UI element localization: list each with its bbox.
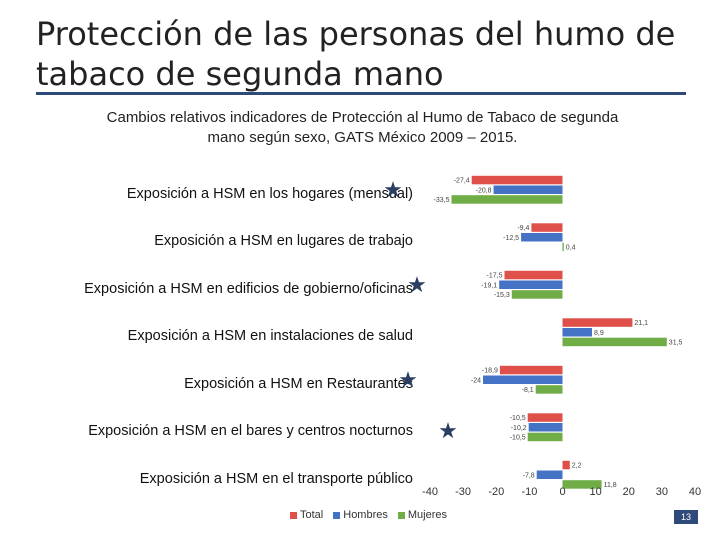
- data-label: 2,2: [572, 463, 582, 470]
- x-tick-label: 30: [656, 486, 668, 498]
- x-tick-label: 10: [589, 486, 601, 498]
- data-label: -20,8: [476, 187, 492, 194]
- star-icon: ★: [438, 418, 458, 444]
- x-tick-label: -40: [422, 486, 438, 498]
- chart-title: Cambios relativos indicadores de Protecc…: [106, 109, 619, 146]
- legend-label-total: Total: [300, 509, 324, 521]
- x-tick-label: 40: [689, 486, 701, 498]
- data-label: -8,1: [522, 387, 534, 394]
- x-tick-label: -20: [488, 486, 504, 498]
- bar-hombres-2: [499, 280, 563, 289]
- data-label: 31,5: [669, 339, 683, 346]
- data-label: -24: [471, 377, 481, 384]
- category-label: Exposición a HSM en instalaciones de sal…: [127, 328, 413, 345]
- page-number: 13: [674, 510, 698, 524]
- bar-hombres-0: [493, 185, 563, 194]
- bar-hombres-3: [562, 328, 592, 337]
- data-label: -7,8: [523, 472, 535, 479]
- bar-mujeres-4: [535, 385, 563, 394]
- legend-swatch-hombres: [333, 511, 341, 519]
- bar-mujeres-2: [511, 290, 563, 299]
- bar-mujeres-5: [527, 432, 563, 442]
- data-label: -10,5: [510, 434, 526, 441]
- legend-item-mujeres: Mujeres: [397, 509, 447, 521]
- bar-total-5: [527, 413, 563, 422]
- bar-mujeres-0: [451, 195, 563, 204]
- bar-mujeres-1: [562, 242, 564, 252]
- x-tick-label: 0: [559, 486, 565, 498]
- bar-mujeres-6: [562, 480, 602, 489]
- bar-hombres-4: [483, 375, 563, 384]
- category-label: Exposición a HSM en edificios de gobiern…: [84, 280, 413, 297]
- legend-label-mujeres: Mujeres: [407, 509, 447, 521]
- bar-total-1: [531, 223, 563, 232]
- bar-total-2: [504, 270, 563, 280]
- bar-total-3: [562, 318, 633, 327]
- data-label: 8,9: [594, 330, 604, 337]
- data-label: -17,5: [487, 273, 503, 280]
- data-label: -10,2: [511, 425, 527, 432]
- category-label: Exposición a HSM en los hogares (mensual…: [126, 185, 413, 202]
- legend: Total Hombres Mujeres: [290, 509, 447, 521]
- bar-hombres-1: [521, 233, 563, 242]
- bar-total-4: [499, 365, 563, 375]
- data-label: -33,5: [434, 197, 450, 204]
- data-label: -18,9: [482, 368, 498, 375]
- bar-hombres-6: [536, 470, 563, 479]
- data-label: -19,1: [481, 282, 497, 289]
- category-label: Exposición a HSM en lugares de trabajo: [154, 233, 413, 250]
- data-label: -27,4: [454, 178, 470, 185]
- data-label: 0,4: [566, 245, 576, 252]
- x-tick-label: 20: [623, 486, 635, 498]
- data-label: 11,8: [604, 482, 617, 489]
- legend-item-total: Total: [290, 509, 323, 521]
- data-label: -9,4: [517, 225, 529, 232]
- bar-mujeres-3: [562, 337, 667, 347]
- category-label: Exposición a HSM en el transporte públic…: [139, 470, 413, 487]
- bar-total-0: [471, 175, 563, 185]
- legend-item-hombres: Hombres: [333, 509, 388, 521]
- category-label: Exposición a HSM en Restaurantes: [184, 375, 413, 392]
- x-tick-label: -30: [455, 486, 471, 498]
- bar-total-6: [562, 460, 570, 470]
- data-label: -12,5: [503, 235, 519, 242]
- x-tick-label: -10: [521, 486, 537, 498]
- title-underline: [36, 92, 686, 95]
- slide-title: Protección de las personas del humo de t…: [36, 15, 676, 93]
- legend-swatch-total: [290, 511, 297, 519]
- star-icon: ★: [398, 366, 418, 392]
- bar-hombres-5: [528, 423, 563, 432]
- category-label: Exposición a HSM en el bares y centros n…: [88, 423, 413, 440]
- legend-swatch-mujeres: [397, 511, 405, 519]
- data-label: -15,3: [494, 292, 510, 299]
- star-icon: ★: [407, 271, 427, 297]
- data-label: -10,5: [510, 415, 526, 422]
- star-icon: ★: [383, 176, 403, 202]
- legend-label-hombres: Hombres: [343, 509, 388, 521]
- data-label: 21,1: [634, 320, 648, 327]
